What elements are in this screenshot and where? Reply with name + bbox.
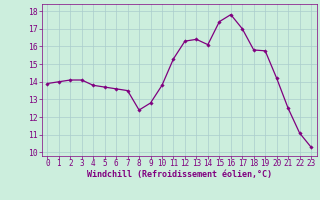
X-axis label: Windchill (Refroidissement éolien,°C): Windchill (Refroidissement éolien,°C) [87, 170, 272, 179]
